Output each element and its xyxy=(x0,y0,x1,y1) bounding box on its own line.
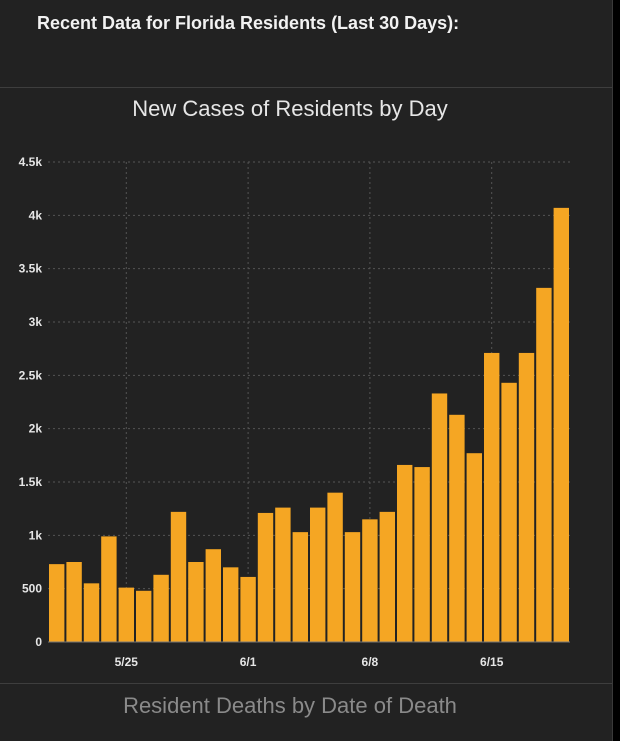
bar-5/22 xyxy=(66,562,82,642)
bar-6/4 xyxy=(292,532,308,642)
y-tick-label: 4k xyxy=(29,208,43,222)
bar-5/27 xyxy=(153,574,169,642)
bar-5/25 xyxy=(118,587,134,642)
bar-5/28 xyxy=(170,511,187,642)
y-tick-label: 1.5k xyxy=(19,475,43,489)
y-tick-label: 2.5k xyxy=(19,368,43,382)
bar-6/13 xyxy=(449,414,465,642)
x-tick-label: 6/1 xyxy=(240,655,257,669)
deaths-chart-title[interactable]: Resident Deaths by Date of Death xyxy=(123,693,457,718)
y-tick-label: 0 xyxy=(35,635,42,649)
bar-5/24 xyxy=(101,536,117,642)
bar-6/16 xyxy=(501,382,517,642)
y-tick-label: 1k xyxy=(29,528,43,542)
x-tick-label: 5/25 xyxy=(115,655,139,669)
bar-6/7 xyxy=(344,532,361,642)
bar-6/3 xyxy=(275,507,291,642)
y-tick-label: 3k xyxy=(29,315,43,329)
panel-title: Recent Data for Florida Residents (Last … xyxy=(37,13,460,33)
bar-6/14 xyxy=(466,453,482,642)
bar-6/2 xyxy=(257,512,274,642)
bar-5/26 xyxy=(136,590,152,642)
bar-6/1 xyxy=(240,576,256,642)
bar-6/17 xyxy=(518,352,535,642)
bar-5/23 xyxy=(83,583,100,642)
chart-title: New Cases of Residents by Day xyxy=(132,96,448,121)
y-tick-label: 2k xyxy=(29,422,43,436)
bar-5/30 xyxy=(205,549,221,642)
bar-6/6 xyxy=(327,492,343,642)
bar-6/19 xyxy=(553,207,569,642)
bar-6/12 xyxy=(431,393,448,642)
bar-6/18 xyxy=(536,287,552,642)
panel-header: Recent Data for Florida Residents (Last … xyxy=(0,0,612,88)
bar-6/11 xyxy=(414,467,430,642)
bar-5/21 xyxy=(49,564,65,642)
y-tick-label: 4.5k xyxy=(19,155,43,169)
y-tick-label: 3.5k xyxy=(19,262,43,276)
x-tick-label: 6/8 xyxy=(362,655,379,669)
bar-6/9 xyxy=(379,511,395,642)
cases-bar-chart: 0 500 1k 1.5k 2k 2.5k 3k 3.5k 4k 4.5k 5/25 6/1 6/8 6/… xyxy=(19,155,570,669)
bar-6/8 xyxy=(362,519,378,642)
bar-6/15 xyxy=(484,352,500,642)
bar-6/5 xyxy=(310,507,326,642)
bar-6/10 xyxy=(397,464,413,642)
section-divider xyxy=(0,683,612,684)
bar-5/29 xyxy=(188,562,204,642)
bar-5/31 xyxy=(223,567,239,642)
y-tick-label: 500 xyxy=(22,582,42,596)
x-tick-label: 6/15 xyxy=(480,655,504,669)
